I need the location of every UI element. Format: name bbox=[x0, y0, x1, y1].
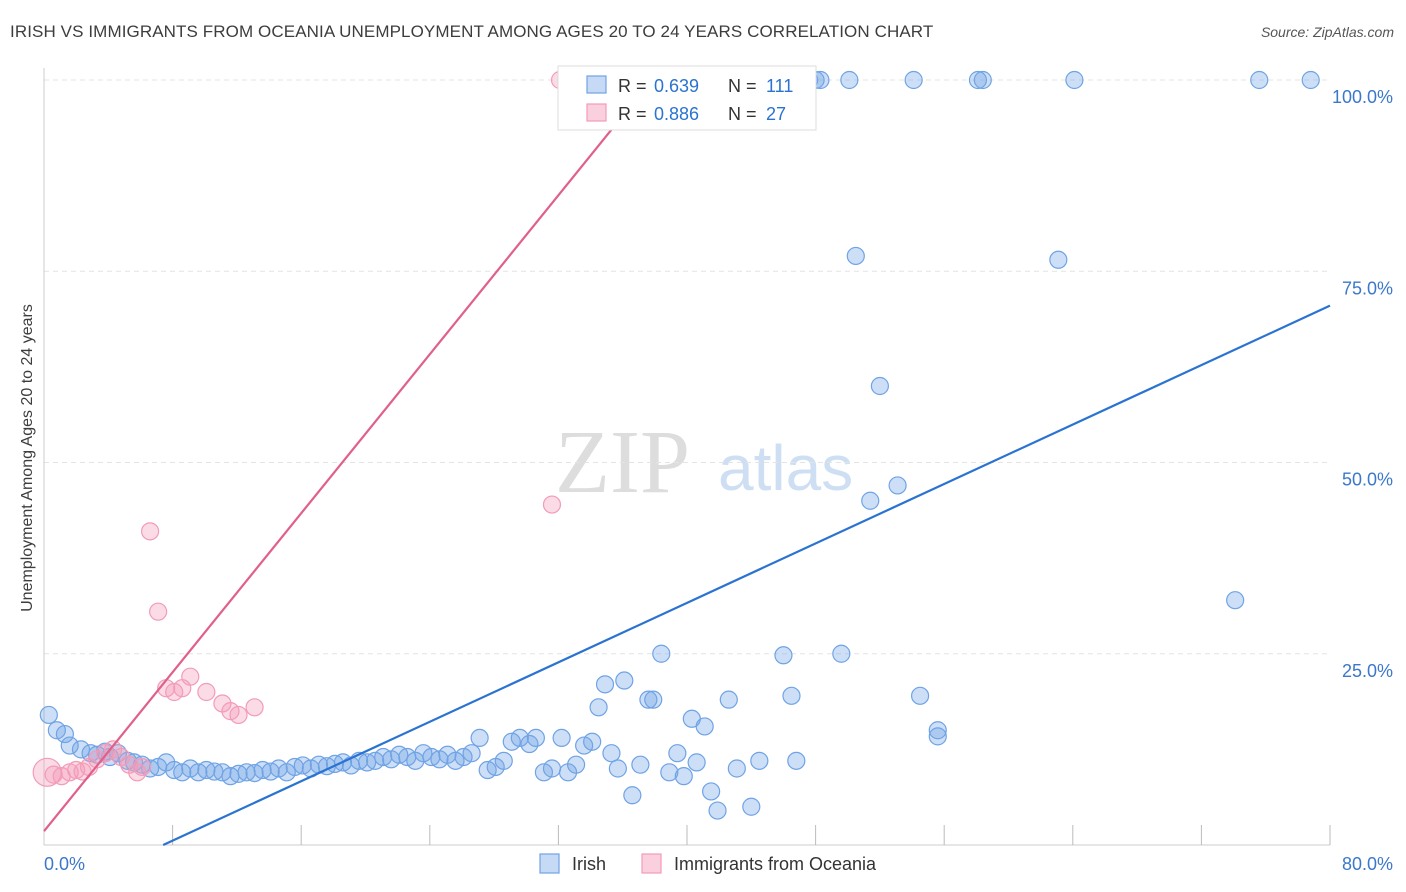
data-point-irish bbox=[928, 727, 947, 746]
data-point-irish bbox=[602, 744, 621, 763]
stats-swatch-oceania bbox=[586, 103, 607, 122]
stats-r-label-irish: R = bbox=[618, 76, 647, 96]
data-point-oceania bbox=[140, 522, 160, 541]
data-point-irish bbox=[774, 646, 793, 665]
stats-swatch-irish bbox=[586, 75, 607, 94]
data-point-irish bbox=[928, 721, 947, 740]
data-point-irish bbox=[904, 70, 923, 90]
data-point-irish bbox=[1065, 70, 1084, 90]
y-tick-label: 75.0% bbox=[1342, 278, 1393, 298]
legend: Irish Immigrants from Oceania bbox=[539, 853, 877, 874]
data-point-oceania bbox=[197, 682, 216, 702]
series-irish bbox=[39, 70, 1320, 820]
data-point-irish bbox=[55, 724, 74, 744]
data-point-irish bbox=[750, 751, 769, 770]
trendline-irish bbox=[162, 304, 1331, 846]
data-point-irish bbox=[973, 70, 992, 90]
data-point-irish bbox=[742, 797, 761, 816]
y-tick-label: 100.0% bbox=[1332, 87, 1393, 107]
stats-n-value-irish: 111 bbox=[766, 76, 793, 96]
legend-swatch-irish bbox=[539, 853, 560, 874]
data-point-irish bbox=[583, 732, 602, 751]
data-point-irish bbox=[608, 759, 627, 778]
watermark-atlas: atlas bbox=[718, 432, 853, 504]
trendline-oceania bbox=[43, 79, 653, 832]
data-point-irish bbox=[840, 70, 859, 90]
data-point-oceania bbox=[245, 698, 264, 717]
data-point-irish bbox=[861, 491, 880, 510]
data-point-irish bbox=[846, 246, 865, 266]
chart-title: IRISH VS IMMIGRANTS FROM OCEANIA UNEMPLO… bbox=[10, 22, 934, 41]
data-point-irish bbox=[526, 728, 545, 748]
data-point-irish bbox=[832, 644, 851, 663]
data-point-irish bbox=[652, 644, 671, 663]
data-point-irish bbox=[60, 736, 79, 755]
data-point-irish bbox=[542, 759, 562, 778]
y-tick-label: 50.0% bbox=[1342, 470, 1393, 490]
data-point-irish bbox=[552, 728, 571, 748]
grid bbox=[44, 79, 1330, 655]
stats-r-value-irish: 0.639 bbox=[654, 76, 699, 96]
data-point-irish bbox=[719, 690, 738, 709]
stats-n-value-oceania: 27 bbox=[766, 104, 786, 124]
data-point-irish bbox=[888, 476, 907, 495]
stats-r-value-oceania: 0.886 bbox=[654, 104, 699, 124]
chart-source: Source: ZipAtlas.com bbox=[1260, 24, 1394, 40]
data-point-oceania bbox=[229, 705, 248, 725]
data-point-irish bbox=[71, 740, 91, 759]
y-tick-label: 25.0% bbox=[1342, 661, 1393, 681]
data-point-oceania bbox=[181, 667, 200, 686]
legend-swatch-oceania bbox=[641, 853, 662, 874]
data-point-oceania bbox=[132, 757, 152, 777]
x-tick-label: 80.0% bbox=[1342, 854, 1393, 874]
data-point-irish bbox=[660, 763, 679, 782]
data-point-oceania bbox=[149, 602, 168, 621]
stats-box: R = 0.639 N = 111 R = 0.886 N = 27 bbox=[557, 65, 817, 131]
data-point-oceania bbox=[128, 763, 147, 782]
data-point-irish bbox=[644, 690, 663, 709]
data-point-irish bbox=[39, 705, 58, 725]
data-point-irish bbox=[687, 753, 706, 772]
data-point-irish bbox=[510, 728, 529, 748]
legend-label-irish: Irish bbox=[572, 854, 606, 874]
data-point-irish bbox=[462, 744, 481, 763]
stats-r-label-oceania: R = bbox=[618, 104, 647, 124]
stats-n-label-oceania: N = bbox=[728, 104, 757, 124]
data-point-irish bbox=[695, 717, 714, 736]
data-point-irish bbox=[589, 698, 608, 717]
data-point-irish bbox=[968, 70, 988, 90]
data-point-irish bbox=[566, 755, 586, 774]
tick-labels: 25.0% 50.0% 75.0% 100.0% 0.0% 80.0% bbox=[44, 87, 1393, 874]
stats-n-label-irish: N = bbox=[728, 76, 757, 96]
data-point-irish bbox=[727, 759, 746, 778]
data-point-irish bbox=[782, 686, 801, 705]
data-point-irish bbox=[708, 801, 727, 820]
data-point-irish bbox=[470, 728, 489, 748]
data-point-irish bbox=[1250, 70, 1269, 90]
trendlines bbox=[43, 79, 1331, 846]
data-point-irish bbox=[1226, 591, 1245, 610]
data-point-irish bbox=[787, 751, 806, 770]
data-point-irish bbox=[870, 376, 890, 396]
x-tick-label: 0.0% bbox=[44, 854, 85, 874]
data-point-irish bbox=[623, 786, 642, 805]
data-point-irish bbox=[615, 671, 634, 690]
axes bbox=[43, 68, 1331, 846]
legend-label-oceania: Immigrants from Oceania bbox=[674, 854, 877, 874]
data-point-irish bbox=[631, 755, 650, 774]
data-point-irish bbox=[1049, 250, 1068, 269]
data-point-irish bbox=[702, 782, 721, 801]
series-oceania bbox=[32, 70, 570, 787]
data-point-irish bbox=[595, 675, 615, 694]
data-point-irish bbox=[1301, 70, 1320, 90]
data-point-irish bbox=[668, 744, 687, 763]
data-point-irish bbox=[639, 690, 658, 709]
data-point-irish bbox=[674, 767, 693, 786]
data-point-oceania bbox=[542, 495, 562, 514]
data-point-irish bbox=[494, 751, 513, 770]
data-point-irish bbox=[910, 686, 930, 705]
